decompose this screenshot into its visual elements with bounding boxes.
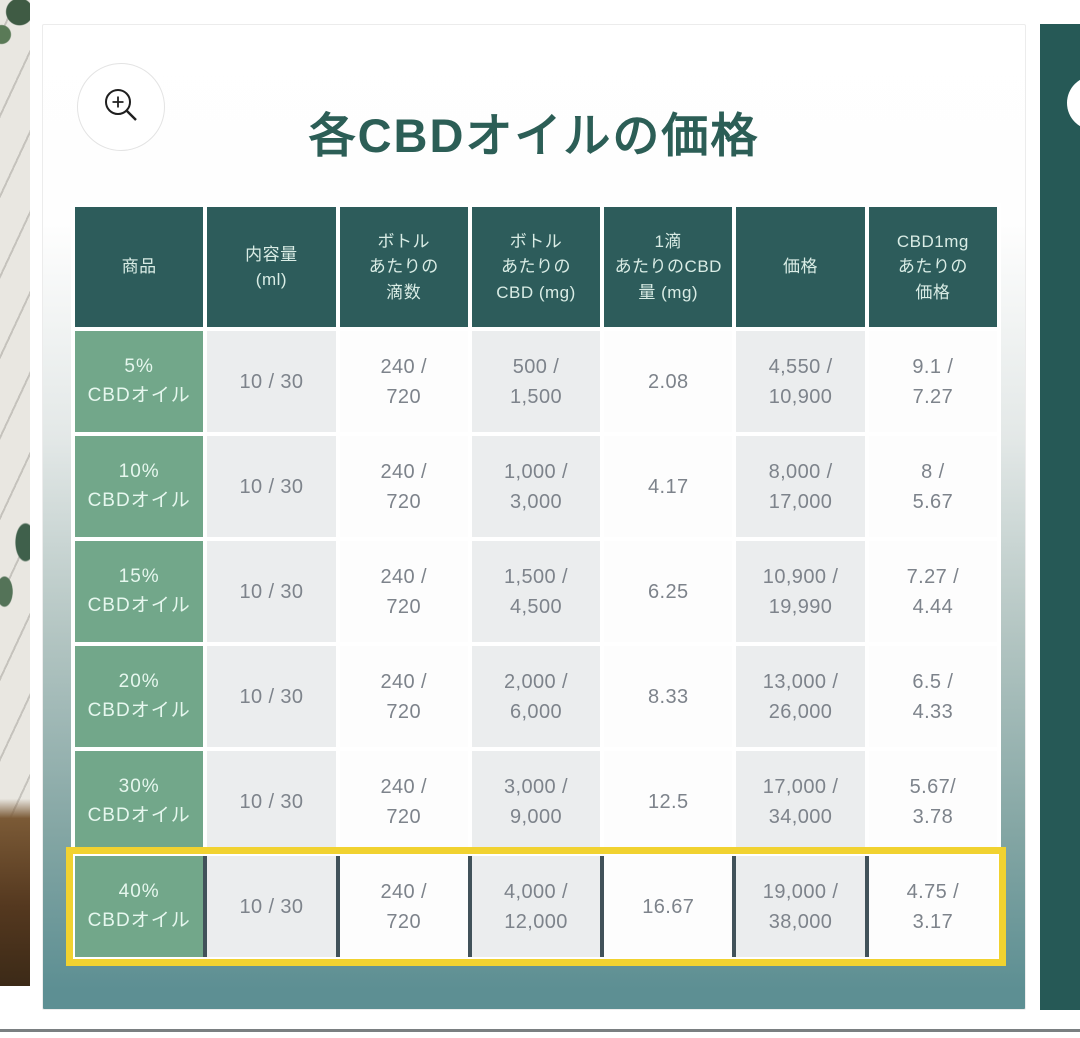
data-cell: 240 / 720 <box>339 646 468 747</box>
table-row-20-percent: 20% CBDオイル 10 / 30 240 / 720 2,000 / 6,0… <box>75 646 997 747</box>
data-cell: 10 / 30 <box>207 541 336 642</box>
data-cell: 240 / 720 <box>339 331 468 432</box>
data-cell: 9.1 / 7.27 <box>868 331 997 432</box>
data-cell: 10 / 30 <box>207 436 336 537</box>
data-cell: 8.33 <box>604 646 733 747</box>
header-cell-drops: ボトル あたりの 滴数 <box>339 207 468 327</box>
table-row-15-percent: 15% CBDオイル 10 / 30 240 / 720 1,500 / 4,5… <box>75 541 997 642</box>
data-cell: 3,000 / 9,000 <box>471 751 601 852</box>
data-cell: 240 / 720 <box>339 541 468 642</box>
product-cell: 30% CBDオイル <box>75 751 204 852</box>
data-cell: 1,500 / 4,500 <box>471 541 601 642</box>
data-cell: 2.08 <box>604 331 733 432</box>
product-cell: 15% CBDオイル <box>75 541 204 642</box>
carousel-current-image[interactable]: 各CBDオイルの価格 商品 内容量 (ml) ボトル あたりの 滴数 ボトル あ… <box>42 24 1026 1010</box>
data-cell: 12.5 <box>604 751 733 852</box>
carousel-previous-image-slice[interactable] <box>0 0 30 986</box>
data-cell: 6.5 / 4.33 <box>868 646 997 747</box>
data-cell: 4,000 / 12,000 <box>471 856 601 957</box>
table-row-10-percent: 10% CBDオイル 10 / 30 240 / 720 1,000 / 3,0… <box>75 436 997 537</box>
data-cell: 4.75 / 3.17 <box>868 856 997 957</box>
table-header-row: 商品 内容量 (ml) ボトル あたりの 滴数 ボトル あたりの CBD (mg… <box>75 207 997 327</box>
data-cell: 10,900 / 19,990 <box>736 541 865 642</box>
data-cell: 8 / 5.67 <box>868 436 997 537</box>
data-cell: 7.27 / 4.44 <box>868 541 997 642</box>
zoom-button[interactable] <box>77 63 165 151</box>
product-cell: 5% CBDオイル <box>75 331 204 432</box>
data-cell: 240 / 720 <box>339 856 468 957</box>
header-cell-volume: 内容量 (ml) <box>207 207 336 327</box>
table-row-30-percent: 30% CBDオイル 10 / 30 240 / 720 3,000 / 9,0… <box>75 751 997 852</box>
header-cell-cbd-per-bottle: ボトル あたりの CBD (mg) <box>471 207 601 327</box>
table-row-40-percent-highlighted: 40% CBDオイル 10 / 30 240 / 720 4,000 / 12,… <box>66 847 1006 966</box>
data-cell: 10 / 30 <box>207 331 336 432</box>
data-cell: 500 / 1,500 <box>471 331 601 432</box>
table-row-5-percent: 5% CBDオイル 10 / 30 240 / 720 500 / 1,500 … <box>75 331 997 432</box>
data-cell: 4,550 / 10,900 <box>736 331 865 432</box>
magnifier-plus-icon <box>99 83 143 132</box>
data-cell: 10 / 30 <box>207 646 336 747</box>
data-cell: 2,000 / 6,000 <box>471 646 601 747</box>
data-cell: 13,000 / 26,000 <box>736 646 865 747</box>
carousel-next-image-slice[interactable] <box>1040 24 1080 1010</box>
data-cell: 8,000 / 17,000 <box>736 436 865 537</box>
header-cell-price-per-mg: CBD1mg あたりの 価格 <box>868 207 997 327</box>
data-cell: 1,000 / 3,000 <box>471 436 601 537</box>
data-cell: 240 / 720 <box>339 436 468 537</box>
data-cell: 4.17 <box>604 436 733 537</box>
data-cell: 240 / 720 <box>339 751 468 852</box>
next-image-circle-fragment <box>1067 76 1080 130</box>
price-table: 商品 内容量 (ml) ボトル あたりの 滴数 ボトル あたりの CBD (mg… <box>66 203 1006 966</box>
data-cell: 6.25 <box>604 541 733 642</box>
data-cell: 5.67/ 3.78 <box>868 751 997 852</box>
product-cell: 20% CBDオイル <box>75 646 204 747</box>
data-cell: 16.67 <box>604 856 733 957</box>
data-cell: 10 / 30 <box>207 751 336 852</box>
bottom-divider <box>0 1029 1080 1032</box>
data-cell: 17,000 / 34,000 <box>736 751 865 852</box>
product-cell: 10% CBDオイル <box>75 436 204 537</box>
header-cell-cbd-per-drop: 1滴 あたりのCBD 量 (mg) <box>604 207 733 327</box>
product-cell: 40% CBDオイル <box>75 856 204 957</box>
page-title: 各CBDオイルの価格 <box>308 109 760 162</box>
header-cell-product: 商品 <box>75 207 204 327</box>
data-cell: 19,000 / 38,000 <box>736 856 865 957</box>
header-cell-price: 価格 <box>736 207 865 327</box>
data-cell: 10 / 30 <box>207 856 336 957</box>
